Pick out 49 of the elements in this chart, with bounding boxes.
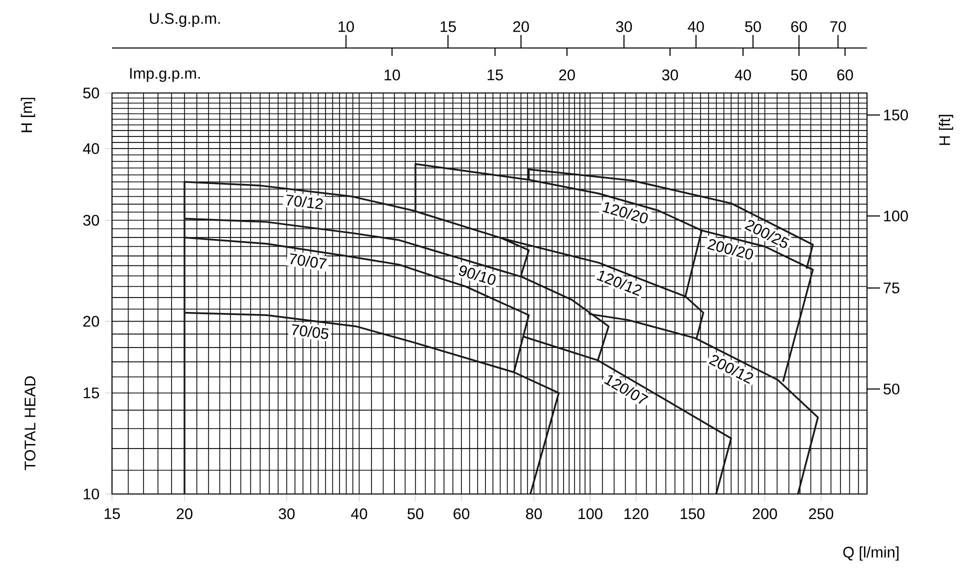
x-tick-label: 200 bbox=[752, 508, 777, 520]
y-tick-label: 20 bbox=[83, 316, 100, 327]
text: 70/07 bbox=[290, 253, 327, 269]
x-tick-label: 20 bbox=[176, 508, 192, 520]
x-tick-label: 100 bbox=[578, 508, 602, 520]
text: 50 bbox=[884, 384, 900, 394]
x-axis-title: Q [l/min] bbox=[843, 546, 898, 561]
y-tick-label: 10 bbox=[84, 488, 100, 500]
text: 75 bbox=[884, 282, 900, 294]
text: 120/12 bbox=[596, 270, 642, 296]
text: 30 bbox=[616, 21, 632, 32]
x-tick-label: 40 bbox=[351, 508, 368, 520]
x-tick-label: 250 bbox=[809, 508, 834, 520]
text: 70/05 bbox=[292, 324, 328, 340]
text: 20 bbox=[559, 70, 575, 80]
text: 15 bbox=[440, 21, 456, 32]
x-tick-label: 80 bbox=[526, 508, 542, 520]
x-tick-label: 50 bbox=[408, 508, 424, 520]
y-axis-title: H [m] bbox=[20, 98, 36, 132]
text: 15 bbox=[488, 70, 503, 80]
text: 60 bbox=[837, 70, 853, 80]
x-tick-label: 15 bbox=[104, 508, 120, 520]
y-tick-label: 40 bbox=[82, 143, 100, 154]
text: TOTAL HEAD bbox=[24, 376, 36, 470]
text: 100 bbox=[884, 210, 908, 222]
x-tick-label: 60 bbox=[454, 508, 470, 520]
x2-axis-title: Imp.g.p.m. bbox=[130, 68, 200, 82]
text: 10 bbox=[384, 70, 400, 80]
text: 50 bbox=[791, 70, 807, 80]
x-tick-label: 150 bbox=[680, 508, 705, 520]
y-tick-label: 30 bbox=[83, 214, 100, 226]
x-tick-label: 30 bbox=[278, 508, 295, 520]
y-tick-label: 50 bbox=[83, 88, 100, 98]
text: 70 bbox=[830, 21, 846, 32]
text: 120/20 bbox=[602, 202, 648, 224]
text: 60 bbox=[791, 21, 807, 32]
text: 150 bbox=[884, 110, 908, 120]
x-tick-label: 120 bbox=[624, 508, 648, 520]
text: 70/12 bbox=[286, 194, 323, 210]
y2-axis-title: H [ft] bbox=[938, 114, 954, 145]
text: 40 bbox=[688, 21, 704, 32]
text: 30 bbox=[662, 70, 678, 80]
y-tick-label: 15 bbox=[84, 388, 100, 398]
text: 90/10 bbox=[458, 265, 496, 285]
text: 20 bbox=[513, 21, 529, 32]
text: 50 bbox=[745, 21, 761, 32]
text: 40 bbox=[734, 70, 751, 80]
text: 10 bbox=[338, 21, 354, 32]
text: U.S.g.p.m. bbox=[150, 13, 220, 27]
